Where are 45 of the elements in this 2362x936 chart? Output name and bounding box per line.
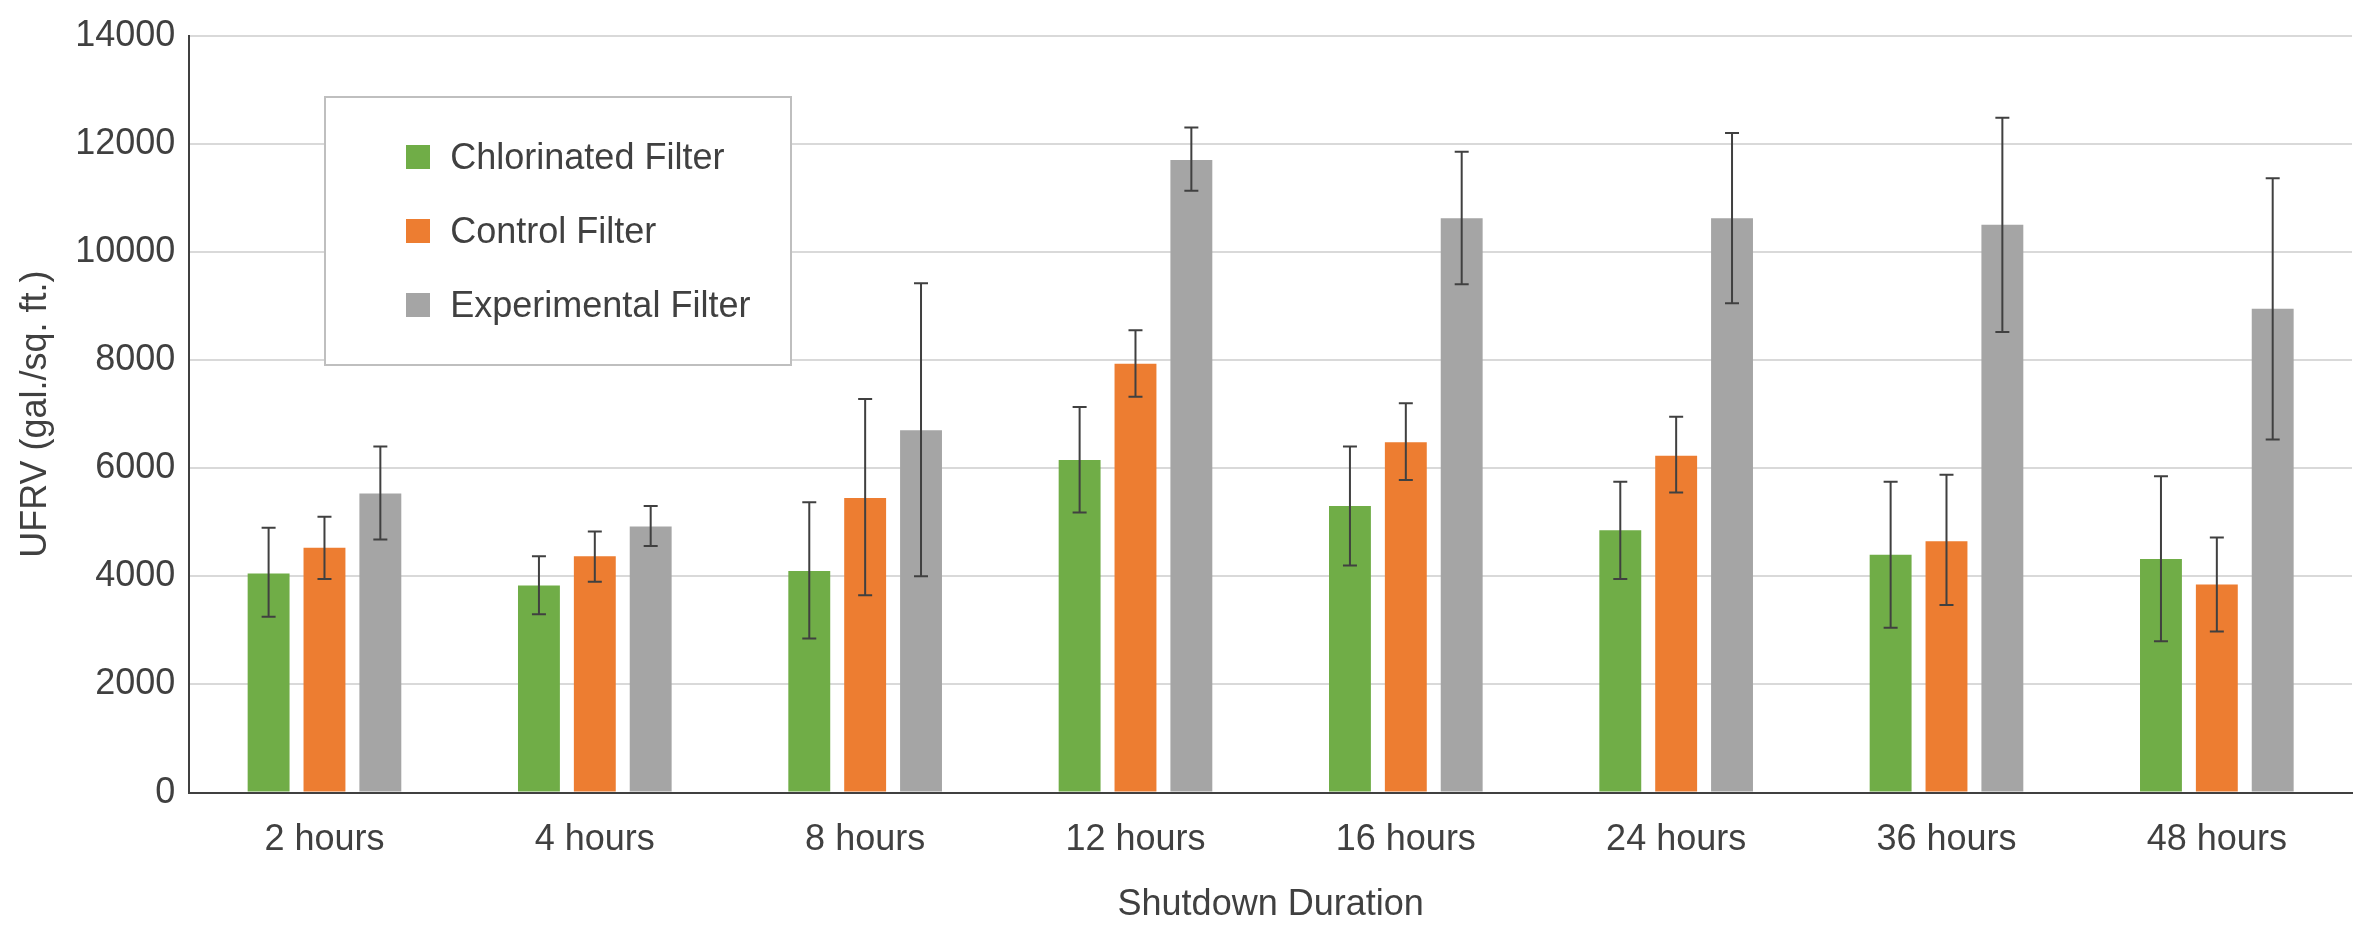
y-tick-label: 0 [155, 769, 176, 811]
bar [2251, 308, 2294, 792]
legend-label: Chlorinated Filter [449, 134, 726, 179]
x-tick-label: 4 hours [534, 817, 655, 859]
y-tick-label: 8000 [95, 336, 176, 378]
y-axis-title: UFRV (gal./sq. ft.) [12, 270, 54, 558]
bar [629, 526, 672, 792]
bar [1329, 506, 1371, 792]
bar [1114, 363, 1157, 792]
y-tick-label: 12000 [75, 120, 176, 162]
x-tick-label: 48 hours [2146, 817, 2287, 859]
legend-label: Control Filter [449, 208, 658, 253]
x-tick-label: 24 hours [1606, 817, 1747, 859]
bar [1440, 218, 1483, 792]
bar [1384, 442, 1427, 792]
y-tick-label: 14000 [75, 12, 176, 54]
bar [1655, 455, 1698, 792]
y-tick-label: 10000 [75, 228, 176, 270]
bar [1925, 541, 1968, 792]
bar [788, 570, 831, 792]
x-tick-label: 36 hours [1876, 817, 2017, 859]
bar [573, 556, 616, 792]
bar [1981, 224, 2024, 792]
bar [517, 585, 560, 792]
legend-label: Experimental Filter [449, 282, 751, 327]
bar [844, 497, 887, 792]
y-tick-label: 2000 [95, 661, 176, 703]
bar [1869, 554, 1912, 792]
bar [247, 573, 290, 792]
bar [359, 493, 402, 792]
x-axis-title: Shutdown Duration [1117, 882, 1424, 924]
bar [900, 430, 942, 792]
bar [2140, 559, 2182, 792]
x-tick-label: 16 hours [1335, 817, 1476, 859]
y-tick-label: 6000 [95, 445, 176, 487]
x-tick-label: 2 hours [264, 817, 385, 859]
y-tick-label: 4000 [95, 553, 176, 595]
x-tick-label: 8 hours [805, 817, 926, 859]
bar [1170, 159, 1213, 792]
bar [1599, 530, 1642, 792]
x-tick-label: 12 hours [1065, 817, 1206, 859]
bar [2195, 584, 2238, 792]
bar [1711, 218, 1753, 792]
bar [1058, 460, 1101, 792]
bar [303, 547, 346, 792]
